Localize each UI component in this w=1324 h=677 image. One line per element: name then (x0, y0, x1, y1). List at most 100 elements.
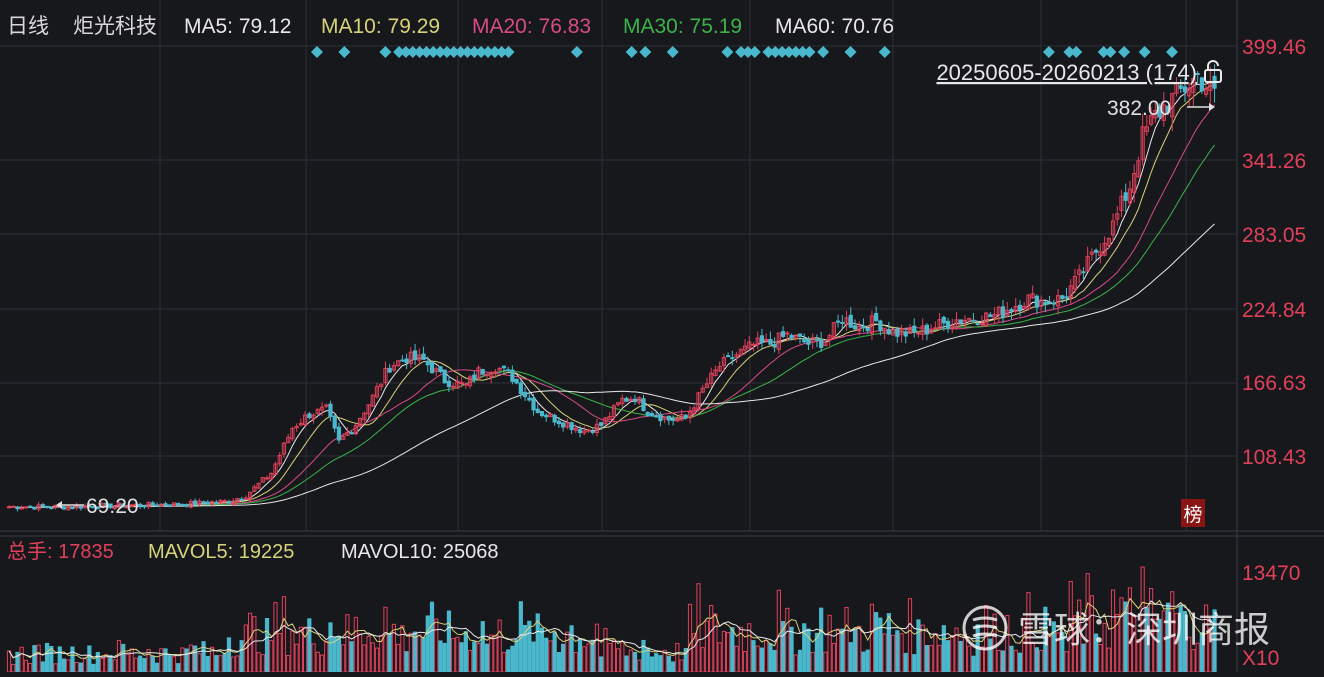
candle (548, 413, 553, 418)
candle (1043, 301, 1048, 306)
candle (150, 502, 155, 506)
signal-marker (475, 46, 488, 58)
volume-bar (78, 662, 84, 673)
candle (1017, 304, 1023, 311)
candle (531, 397, 536, 411)
candle (303, 414, 308, 426)
candle (611, 405, 616, 418)
candle (683, 414, 688, 419)
price-tick-label: 399.46 (1242, 36, 1306, 59)
candle (907, 327, 913, 334)
candle (1064, 296, 1069, 299)
candle (577, 429, 583, 434)
volume-bar (599, 656, 604, 673)
signal-marker (1166, 46, 1178, 58)
volume-bar (819, 607, 824, 673)
volume-bar (184, 648, 189, 673)
candle (129, 504, 134, 508)
candle (476, 367, 481, 379)
candle (459, 381, 464, 384)
candle (535, 408, 540, 414)
volume-bar (958, 640, 963, 673)
candle (594, 423, 600, 433)
signal-marker (338, 46, 351, 58)
candle (66, 506, 71, 511)
candles-layer[interactable] (6, 64, 1217, 512)
volume-bar (108, 655, 113, 673)
signal-marker (748, 46, 761, 58)
signal-marker (1118, 46, 1131, 58)
candle (692, 407, 697, 415)
volume-bar (480, 621, 485, 673)
candle (1055, 295, 1061, 307)
volume-bar (759, 647, 765, 673)
candle (979, 322, 984, 325)
candle (239, 498, 244, 501)
candle (1081, 271, 1086, 274)
rank-badge[interactable] (1181, 499, 1205, 527)
candle (400, 359, 405, 362)
volume-bar (214, 655, 219, 673)
rank-badge-label[interactable]: 榜 (1183, 504, 1202, 526)
volume-bar (40, 661, 45, 673)
candle (780, 330, 786, 337)
volume-bar (988, 638, 993, 673)
lock-icon[interactable] (1204, 60, 1222, 83)
candle (556, 420, 561, 425)
candle (408, 351, 413, 364)
period-label[interactable]: 日线 (7, 15, 49, 38)
candle (87, 505, 92, 508)
max-price-label: 382.00 (1107, 97, 1171, 120)
candle (349, 432, 354, 435)
candle (209, 501, 215, 505)
candle (544, 414, 549, 418)
candle (15, 506, 20, 510)
volume-bar (556, 652, 561, 673)
candle (328, 403, 333, 417)
candle (637, 397, 642, 404)
volume-bar (624, 655, 629, 673)
candle (1199, 77, 1204, 92)
candle (171, 502, 177, 507)
signal-marker (393, 46, 406, 58)
candle (455, 380, 460, 389)
candle (286, 436, 291, 444)
volume-bar (446, 610, 452, 673)
candle (235, 498, 240, 503)
candle (924, 324, 930, 335)
candle (590, 430, 595, 433)
candle (747, 341, 752, 349)
candle (759, 335, 765, 343)
signal-marker (817, 46, 830, 58)
price-tick-label: 224.84 (1242, 299, 1307, 322)
candle (603, 417, 608, 425)
candle (857, 325, 862, 332)
volume-bar (641, 639, 646, 673)
date-range-label[interactable]: 20250605-20260213 (174) (936, 60, 1197, 85)
candle (421, 353, 426, 360)
signal-marker (311, 46, 323, 58)
candle (387, 367, 392, 373)
candle (1132, 172, 1137, 193)
mavol10-line (8, 600, 1215, 659)
mavol5-line (8, 597, 1216, 660)
candle (831, 322, 836, 339)
candle (91, 506, 96, 509)
candle (988, 314, 993, 318)
signal-marker (844, 46, 857, 58)
signal-markers[interactable] (311, 46, 1178, 58)
candle (869, 315, 875, 334)
price-tick-label: 108.43 (1242, 446, 1306, 469)
candle (269, 472, 274, 480)
candle (1195, 72, 1200, 75)
volume-bar (1034, 647, 1039, 673)
candle (734, 354, 739, 358)
volume-bar (61, 658, 67, 673)
volume-bar (239, 640, 244, 673)
candle (205, 501, 210, 505)
candle (332, 415, 337, 429)
candle (1005, 309, 1010, 316)
price-tick-label: 283.05 (1242, 224, 1306, 247)
